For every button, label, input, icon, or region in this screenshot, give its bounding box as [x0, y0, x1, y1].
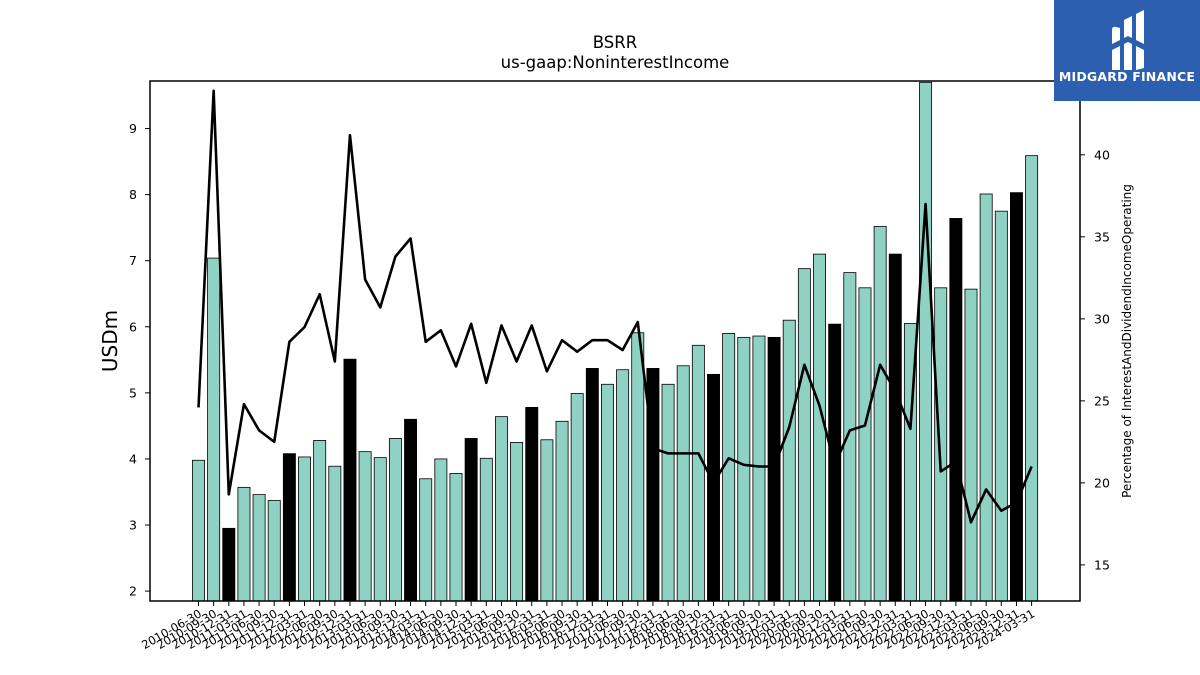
bar [434, 458, 448, 602]
bar [601, 383, 614, 602]
bar [949, 218, 963, 602]
bar [661, 383, 675, 602]
bar [464, 438, 478, 602]
bar [540, 439, 554, 602]
bar [207, 257, 221, 602]
bar [994, 210, 1008, 602]
bar [752, 335, 766, 602]
y2-tick-label: 15 [1094, 557, 1110, 572]
y-tick-label: 4 [129, 451, 137, 466]
bar [222, 527, 236, 602]
plot-frame [149, 80, 1081, 602]
bar [843, 272, 857, 602]
bar [782, 319, 796, 602]
y2-tick-label: 20 [1094, 475, 1110, 490]
y-tick-label: 2 [129, 584, 137, 599]
bar [388, 438, 402, 602]
y-tick-label: 6 [129, 319, 137, 334]
chart-title: BSRR [593, 33, 637, 52]
chart-subtitle: us-gaap:NoninterestIncome [501, 53, 730, 72]
y-tick-label: 5 [129, 385, 137, 400]
logo-icon [1112, 10, 1144, 70]
x-axis: 2010-06-302010-09-302010-12-312011-03-31… [139, 601, 1037, 652]
y-axis-left: 2 3 4 5 6 7 8 9 [129, 121, 150, 599]
bar [934, 287, 948, 602]
bar-series [192, 81, 1039, 602]
bar [919, 81, 933, 602]
bar [691, 344, 705, 602]
bar [510, 442, 524, 602]
y-tick-label: 3 [129, 518, 137, 533]
bar [858, 287, 872, 602]
y-tick-label: 9 [129, 121, 137, 136]
bar [616, 369, 630, 602]
bar [1009, 192, 1023, 602]
bar [888, 253, 902, 602]
y-axis-label: USDm [98, 310, 122, 372]
y2-tick-label: 35 [1094, 229, 1110, 244]
bar [404, 418, 418, 602]
bar [282, 453, 296, 602]
bar [237, 486, 251, 602]
bar [192, 459, 205, 602]
bar [797, 268, 811, 602]
bar [479, 457, 493, 602]
bar [494, 416, 508, 602]
y-tick-label: 8 [129, 187, 137, 202]
bar [1025, 155, 1039, 602]
y2-tick-label: 40 [1094, 147, 1110, 162]
bar [737, 336, 751, 602]
y-tick-label: 7 [129, 253, 137, 268]
line-series [197, 89, 1033, 524]
bar [358, 451, 372, 602]
bar [449, 473, 463, 602]
bar [343, 358, 357, 602]
bar [570, 393, 584, 602]
bar [707, 373, 720, 602]
y2-tick-label: 30 [1094, 311, 1110, 326]
bar [267, 500, 281, 602]
y-axis-right: 15 20 25 30 35 40 [1080, 147, 1110, 572]
y2-tick-label: 25 [1094, 393, 1110, 408]
bar [873, 225, 887, 602]
bar [373, 457, 387, 602]
logo-text: MIDGARD FINANCE [1058, 69, 1196, 84]
bar [328, 465, 342, 602]
line-path [197, 89, 1033, 524]
bar [419, 478, 433, 602]
bar [252, 494, 266, 602]
bar [979, 193, 993, 602]
y2-axis-label: Percentage of InterestAndDividendIncomeO… [1120, 184, 1134, 498]
bar [767, 336, 781, 602]
bar [298, 456, 311, 602]
bar [555, 420, 569, 602]
bar [676, 365, 690, 602]
logo: MIDGARD FINANCE [1054, 0, 1200, 101]
bar [313, 440, 327, 602]
bar [585, 368, 599, 602]
bar [964, 288, 978, 602]
bar [525, 406, 539, 602]
bar [631, 332, 645, 602]
